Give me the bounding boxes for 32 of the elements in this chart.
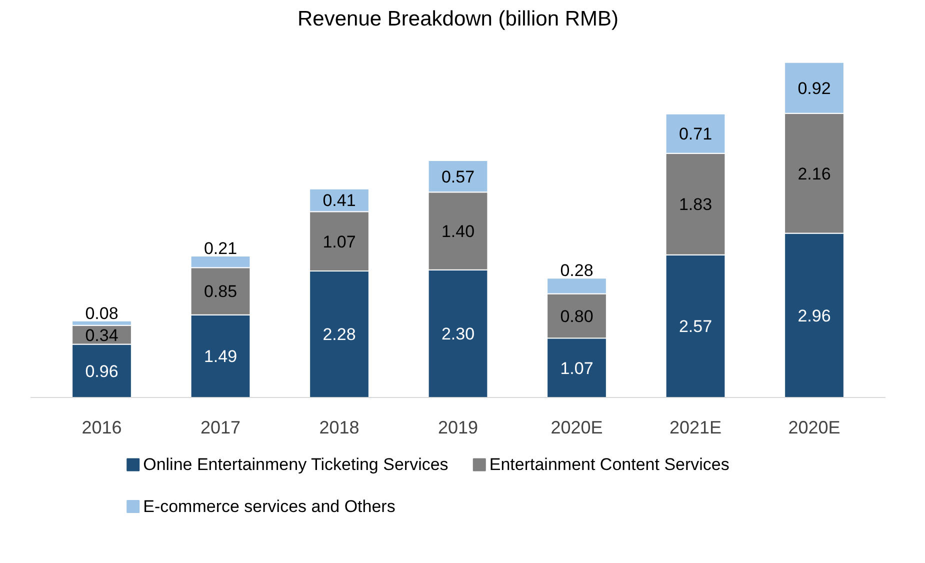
x-tick-label: 2021E (669, 418, 722, 438)
data-label: 2.16 (798, 164, 831, 184)
data-label: 0.57 (441, 167, 475, 186)
data-label: 0.92 (798, 78, 831, 98)
chart-title: Revenue Breakdown (billion RMB) (298, 8, 618, 30)
data-label: 1.07 (560, 358, 594, 378)
x-tick-label: 2020E (788, 418, 840, 438)
x-tick-label: 2017 (200, 418, 241, 438)
x-tick-label: 2019 (438, 418, 478, 438)
legend-label: Online Entertainmeny Ticketing Services (143, 455, 448, 474)
x-tick-label: 2016 (82, 418, 122, 438)
data-label: 2.30 (441, 324, 475, 344)
legend-label: E-commerce services and Others (143, 497, 396, 516)
data-label: 1.49 (204, 347, 238, 366)
data-label: 1.83 (678, 195, 712, 214)
data-label: 0.08 (85, 304, 118, 323)
data-label: 1.40 (441, 222, 475, 242)
data-label: 0.96 (85, 362, 118, 381)
legend-label: Entertainment Content Services (489, 455, 730, 474)
data-label: 0.41 (322, 191, 356, 210)
data-label: 0.28 (560, 261, 594, 280)
data-label: 1.07 (322, 232, 356, 252)
data-label: 2.57 (678, 317, 712, 336)
data-label: 2.96 (798, 306, 831, 326)
data-label: 2.28 (322, 325, 356, 344)
x-tick-label: 2018 (319, 418, 360, 438)
data-label: 0.34 (85, 326, 118, 345)
x-tick-label: 2020E (550, 418, 603, 438)
data-label: 0.80 (560, 306, 594, 326)
data-label: 0.21 (204, 238, 238, 258)
data-label: 0.71 (678, 124, 712, 144)
data-label: 0.85 (204, 282, 238, 302)
